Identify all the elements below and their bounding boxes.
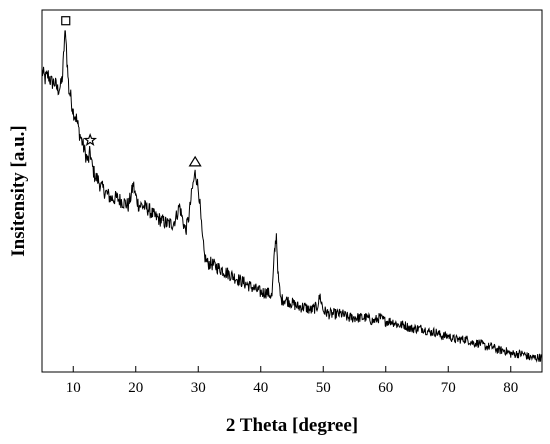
intensity-series-line (41, 30, 543, 363)
peak-markers (61, 16, 202, 167)
x-axis-ticks (72, 366, 512, 372)
x-tick-label-20: 20 (128, 380, 143, 396)
square-peak-marker (61, 16, 71, 26)
x-tick-label-50: 50 (316, 380, 331, 396)
plot-frame (41, 9, 543, 373)
triangle-peak-marker (188, 155, 202, 167)
x-axis-tick-labels: 10 20 30 40 50 60 70 80 (66, 380, 519, 396)
x-axis-title: 2 Theta [degree] (226, 415, 358, 436)
x-tick-label-40: 40 (253, 380, 268, 396)
x-tick-label-10: 10 (66, 380, 81, 396)
x-tick-label-70: 70 (441, 380, 456, 396)
y-axis-title: Insitensity [a.u.] (8, 125, 29, 256)
star-peak-marker (83, 132, 98, 147)
x-tick-label-80: 80 (503, 380, 518, 396)
x-tick-label-30: 30 (191, 380, 206, 396)
x-tick-label-60: 60 (378, 380, 393, 396)
